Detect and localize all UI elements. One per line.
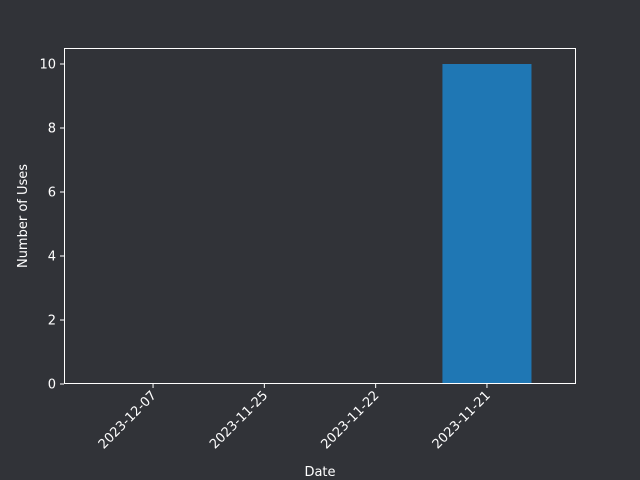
y-tick-label: 0	[48, 378, 56, 393]
y-axis-label: Number of Uses	[16, 164, 31, 268]
y-axis: 0 2 4 6 8 10	[39, 58, 64, 393]
y-tick-label: 8	[48, 122, 56, 137]
bar-2023-11-21	[442, 64, 532, 384]
x-axis-label: Date	[304, 465, 335, 480]
bars-group	[442, 64, 532, 384]
y-tick-label: 2	[48, 314, 56, 329]
y-tick-label: 4	[48, 250, 56, 265]
axes-frame	[64, 48, 576, 384]
y-tick-label: 6	[48, 186, 56, 201]
y-tick-label: 10	[39, 58, 56, 73]
